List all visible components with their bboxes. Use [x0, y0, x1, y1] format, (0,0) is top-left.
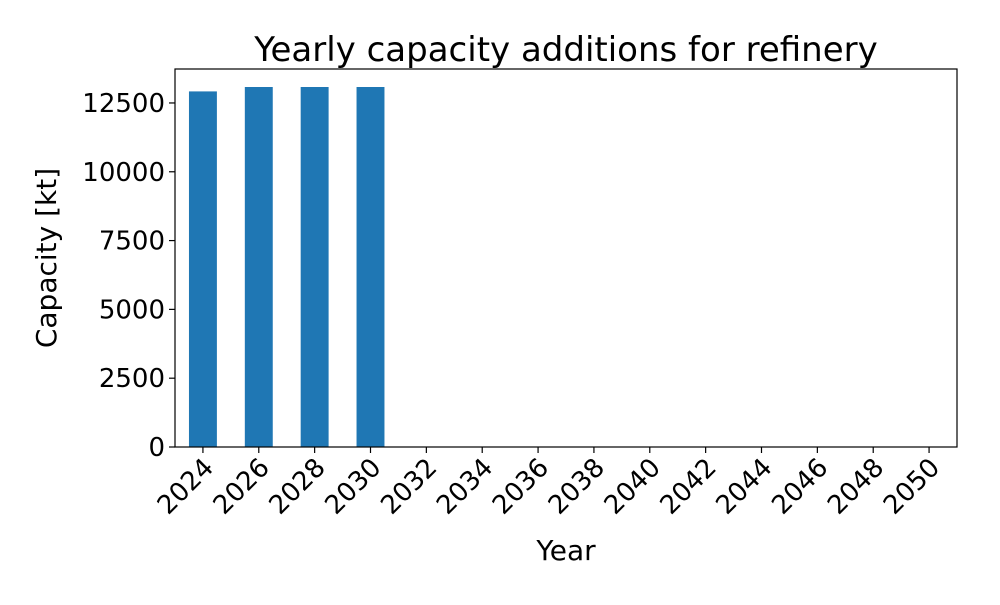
bar-2030 — [356, 87, 385, 447]
x-tick-label: 2050 — [878, 453, 946, 521]
x-tick-label: 2040 — [599, 453, 667, 521]
y-tick-label: 10000 — [82, 158, 165, 188]
x-tick-label: 2026 — [208, 453, 276, 521]
x-axis-label: Year — [535, 534, 596, 567]
bar-2026 — [244, 87, 273, 447]
chart-title: Yearly capacity additions for refinery — [253, 30, 878, 70]
y-tick-label: 2500 — [99, 364, 165, 394]
x-tick-label: 2046 — [766, 453, 834, 521]
bar-2024 — [188, 91, 217, 447]
y-tick-label: 0 — [148, 433, 165, 463]
x-tick-label: 2044 — [710, 453, 778, 521]
plot-area-frame — [174, 68, 958, 448]
x-ticks-group: 2024202620282030203220342036203820402042… — [152, 447, 946, 521]
x-tick-label: 2034 — [431, 453, 499, 521]
y-axis-label: Capacity [kt] — [30, 168, 63, 348]
y-tick-label: 5000 — [99, 295, 165, 325]
x-tick-label: 2030 — [319, 453, 387, 521]
bar-2028 — [300, 87, 329, 447]
y-tick-label: 12500 — [82, 89, 165, 119]
y-tick-label: 7500 — [99, 227, 165, 257]
x-tick-label: 2036 — [487, 453, 555, 521]
x-tick-label: 2038 — [543, 453, 611, 521]
bars-group — [188, 87, 385, 447]
x-tick-label: 2042 — [655, 453, 723, 521]
x-tick-label: 2048 — [822, 453, 890, 521]
x-tick-label: 2028 — [264, 453, 332, 521]
x-tick-label: 2032 — [375, 453, 443, 521]
y-ticks-group: 0 2500 5000 7500 10000 12500 — [82, 89, 175, 463]
